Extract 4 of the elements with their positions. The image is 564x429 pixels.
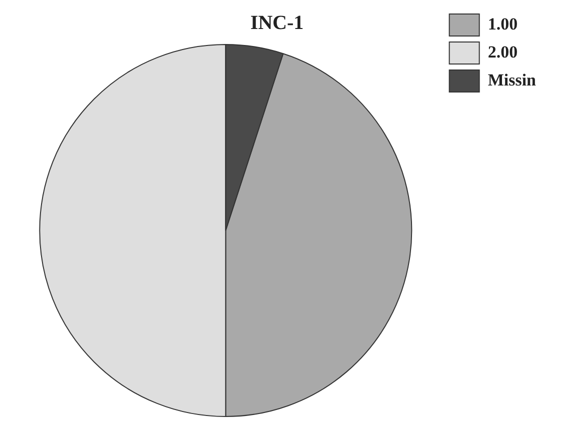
legend-label: Missin [488, 70, 537, 90]
legend-label: 1.00 [488, 14, 518, 34]
chart-title: INC-1 [250, 12, 304, 34]
legend-label: 2.00 [488, 42, 518, 62]
